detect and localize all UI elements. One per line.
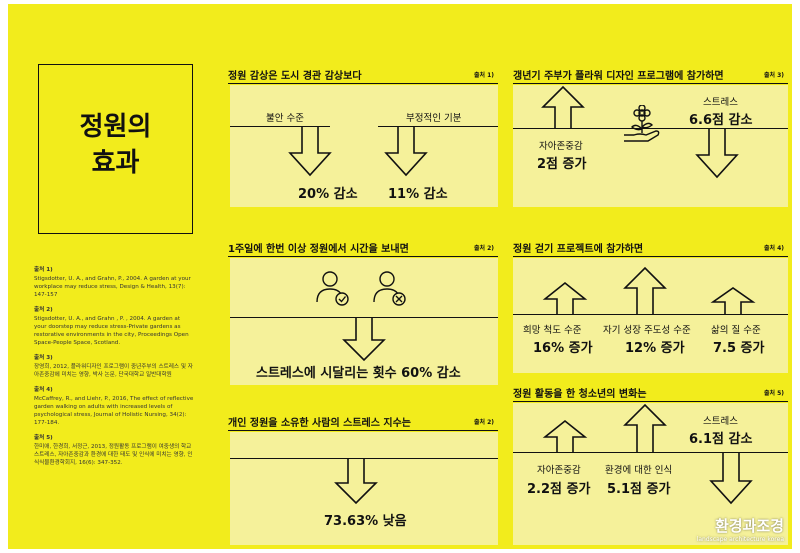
reference-label: 출처 3): [34, 355, 53, 361]
section-private-garden: 개인 정원을 소유한 사람의 스트레스 지수는 출처 2) 73.63% 낮음: [228, 414, 498, 545]
reference-label: 출처 1): [34, 267, 53, 273]
section-youth-gardening: 정원 활동을 한 청소년의 변화는 출처 5) 스트레스 6.1점 감소 자아존…: [513, 385, 788, 545]
section-heading: 개인 정원을 소유한 사람의 스트레스 지수는: [228, 418, 412, 429]
down-arrow-icon: [384, 127, 428, 177]
stat-value: 12% 증가: [625, 341, 685, 356]
up-arrow-icon: [623, 403, 667, 452]
stat-value: 11% 감소: [388, 187, 448, 202]
stat-value: 6.6점 감소: [689, 113, 753, 128]
down-arrow-icon: [695, 129, 739, 179]
baseline: [378, 126, 498, 127]
section-source: 출처 1): [473, 72, 494, 79]
section-panel: [513, 85, 788, 207]
references: 출처 1) Stigsdotter, U. A., and Grahn, P., …: [34, 266, 194, 474]
up-arrow-icon: [542, 281, 588, 314]
reference-item: 출처 1) Stigsdotter, U. A., and Grahn, P., …: [34, 266, 194, 299]
section-heading: 정원 감상은 도시 경관 감상보다: [228, 71, 362, 82]
watermark-logo: 환경과조경 landscape architecture korea: [697, 515, 784, 543]
baseline: [230, 126, 330, 127]
section-heading: 정원 활동을 한 청소년의 변화는: [513, 389, 647, 400]
down-arrow-icon: [288, 127, 332, 177]
section-rule: [228, 256, 498, 257]
stat-value: 73.63% 낮음: [324, 514, 407, 529]
stat-value: 16% 증가: [533, 341, 593, 356]
title-line-1: 정원의: [79, 112, 152, 142]
reference-text: McCaffrey, R., and Liehr, P., 2016, The …: [34, 396, 194, 426]
section-heading: 정원 걷기 프로젝트에 참가하면: [513, 244, 644, 255]
reference-label: 출처 2): [34, 307, 53, 313]
stat-value: 5.1점 증가: [607, 482, 671, 497]
section-source: 출처 2): [473, 245, 494, 252]
up-arrow-icon: [541, 85, 585, 128]
stat-label: 자아존중감: [539, 141, 583, 152]
section-source: 출처 5): [763, 390, 784, 397]
section-source: 출처 4): [763, 245, 784, 252]
section-rule: [228, 430, 498, 431]
reference-item: 출처 4) McCaffrey, R., and Liehr, P., 2016,…: [34, 386, 194, 427]
stat-value: 2점 증가: [537, 157, 587, 172]
section-weekly-garden: 1주일에 한번 이상 정원에서 시간을 보내면 출처 2) 스트레스에 시달리는…: [228, 240, 498, 385]
reference-item: 출처 5) 한미애, 한경희, 서정근, 2013, 정원활동 프로그램이 여중생…: [34, 434, 194, 467]
section-panel: [230, 85, 498, 207]
stat-label: 불안 수준: [266, 113, 304, 124]
section-flower-design: 갱년기 주부가 플라워 디자인 프로그램에 참가하면 출처 3) 자아존중감 2…: [513, 67, 788, 207]
reference-text: 장영희, 2012, 플라워디자인 프로그램이 중년주부의 스트레스 및 자아존…: [34, 364, 193, 378]
section-heading: 갱년기 주부가 플라워 디자인 프로그램에 참가하면: [513, 71, 724, 82]
stat-label: 희망 척도 수준: [523, 325, 582, 336]
baseline: [513, 314, 788, 315]
reference-item: 출처 2) Stigsdotter, U. A., and Grahn , P. …: [34, 306, 194, 347]
section-garden-walking: 정원 걷기 프로젝트에 참가하면 출처 4) 희망 척도 수준 16% 증가 자…: [513, 240, 788, 373]
stat-value: 스트레스에 시달리는 횟수 60% 감소: [256, 366, 461, 381]
section-garden-viewing: 정원 감상은 도시 경관 감상보다 출처 1) 불안 수준 부정적인 기분 20…: [228, 67, 498, 207]
section-rule: [513, 401, 788, 402]
up-arrow-icon: [542, 419, 588, 452]
reference-text: Stigsdotter, U. A., and Grahn, P., 2004.…: [34, 276, 191, 298]
stat-label: 스트레스: [703, 97, 738, 108]
section-source: 출처 2): [473, 419, 494, 426]
stat-label: 부정적인 기분: [406, 113, 462, 124]
person-x-icon: [373, 271, 406, 306]
title-line-2: 효과: [91, 148, 140, 178]
stat-value: 20% 감소: [298, 187, 358, 202]
reference-text: 한미애, 한경희, 서정근, 2013, 정원활동 프로그램이 여중생의 학교스…: [34, 444, 193, 466]
reference-text: Stigsdotter, U. A., and Grahn , P. , 200…: [34, 316, 189, 346]
down-arrow-icon: [334, 459, 378, 505]
reference-item: 출처 3) 장영희, 2012, 플라워디자인 프로그램이 중년주부의 스트레스 …: [34, 354, 194, 379]
section-panel: [230, 432, 498, 545]
page-title: 정원의 효과: [39, 109, 192, 181]
person-check-icon: [316, 271, 349, 306]
title-box: 정원의 효과: [38, 64, 193, 234]
stat-label: 자기 성장 주도성 수준: [603, 325, 691, 336]
baseline: [230, 317, 498, 318]
section-rule: [513, 83, 788, 84]
infographic-page: 정원의 효과 출처 1) Stigsdotter, U. A., and Grah…: [8, 4, 792, 549]
stat-label: 삶의 질 수준: [711, 325, 761, 336]
section-panel: [230, 258, 498, 385]
watermark-name: 환경과조경: [714, 517, 784, 535]
stat-label: 스트레스: [703, 416, 738, 427]
reference-label: 출처 4): [34, 387, 53, 393]
flower-hand-icon: [624, 105, 660, 142]
stat-label: 환경에 대한 인식: [605, 465, 673, 476]
baseline: [513, 452, 788, 453]
stat-value: 2.2점 증가: [527, 482, 591, 497]
reference-label: 출처 5): [34, 435, 53, 441]
baseline: [513, 128, 788, 129]
section-source: 출처 3): [763, 72, 784, 79]
baseline: [230, 458, 498, 459]
watermark-subtitle: landscape architecture korea: [696, 536, 784, 543]
section-heading: 1주일에 한번 이상 정원에서 시간을 보내면: [228, 244, 409, 255]
up-arrow-icon: [623, 266, 667, 314]
section-rule: [513, 256, 788, 257]
stat-label: 자아존중감: [537, 465, 581, 476]
section-panel: [513, 258, 788, 373]
stat-value: 6.1점 감소: [689, 432, 753, 447]
down-arrow-icon: [342, 318, 386, 362]
section-rule: [228, 83, 498, 84]
down-arrow-icon: [709, 453, 753, 505]
stat-value: 7.5 증가: [713, 341, 765, 356]
up-arrow-icon: [710, 287, 756, 314]
